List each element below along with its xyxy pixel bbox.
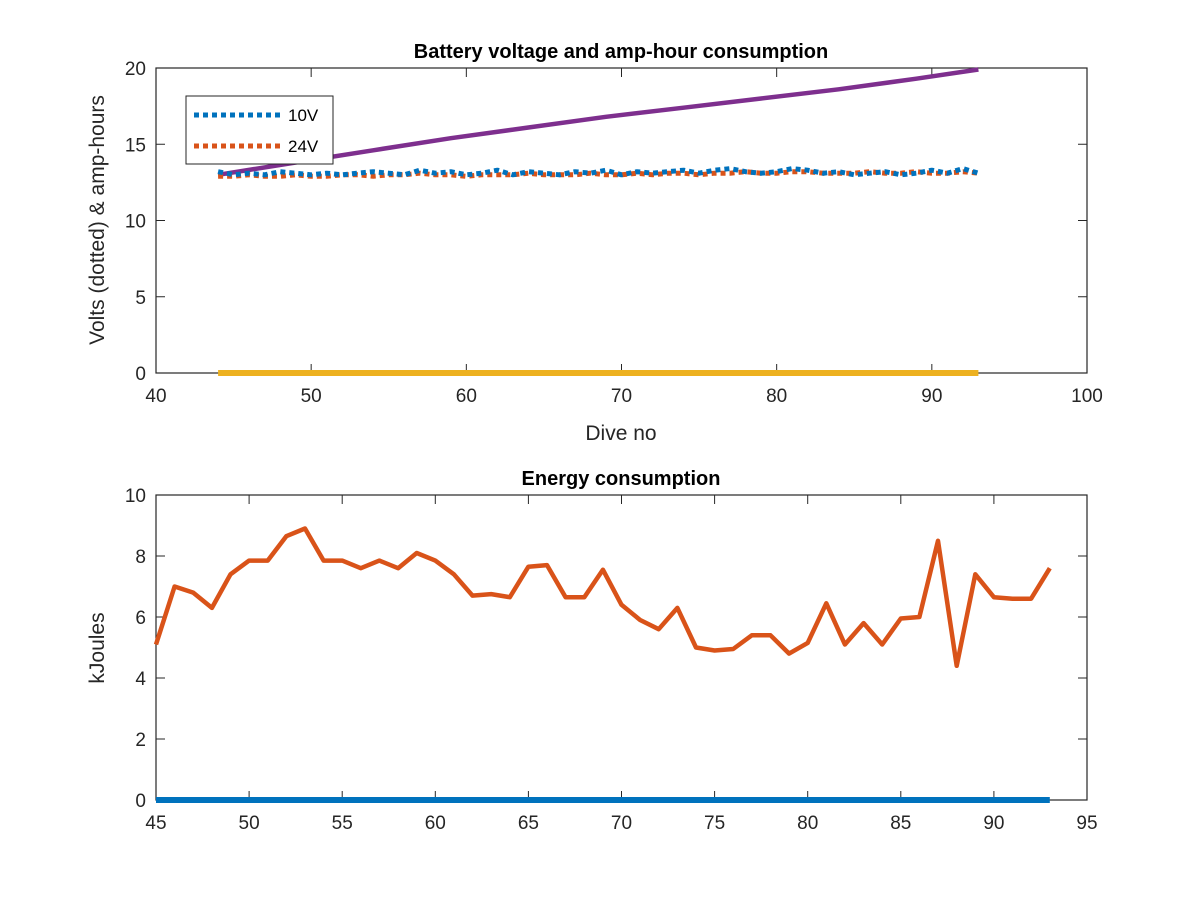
bottom-y-tick-label: 6 <box>135 608 146 629</box>
legend-label-10v: 10V <box>288 106 319 125</box>
top-y-tick-label: 5 <box>135 288 146 309</box>
top-x-tick-label: 80 <box>766 386 787 407</box>
bottom-x-tick-label: 60 <box>425 813 446 834</box>
top-series-amp-hours-line <box>217 67 979 178</box>
top-series-group <box>217 67 980 376</box>
top-x-axis-label: Dive no <box>585 422 656 445</box>
top-y-tick-label: 20 <box>125 59 146 80</box>
bottom-y-tick-label: 10 <box>125 486 146 507</box>
top-y-tick-label: 0 <box>135 364 146 385</box>
top-y-tick-label: 10 <box>125 212 146 233</box>
bottom-chart-title: Energy consumption <box>522 468 721 490</box>
bottom-x-tick-label: 55 <box>332 813 353 834</box>
top-y-tick-label: 15 <box>125 135 146 156</box>
bottom-y-tick-label: 8 <box>135 547 146 568</box>
bottom-tick-labels: 45 50 55 60 65 70 75 80 85 90 95 0 2 4 6 8 10 <box>125 486 1098 834</box>
top-x-tick-label: 70 <box>611 386 632 407</box>
top-subplot: 40 50 60 70 80 90 100 0 5 10 15 20 Battery voltage … <box>86 41 1103 445</box>
top-legend: 10V 24V <box>185 95 334 165</box>
top-x-tick-label: 90 <box>921 386 942 407</box>
bottom-x-tick-label: 50 <box>239 813 260 834</box>
bottom-y-axis-label: kJoules <box>86 612 109 683</box>
top-x-tick-label: 60 <box>456 386 477 407</box>
bottom-x-tick-label: 80 <box>797 813 818 834</box>
top-x-tick-label: 100 <box>1071 386 1103 407</box>
bottom-x-tick-label: 45 <box>145 813 166 834</box>
top-chart-title: Battery voltage and amp-hour consumption <box>414 41 828 63</box>
top-y-axis-label: Volts (dotted) & amp-hours <box>86 95 109 345</box>
bottom-axes-box <box>155 494 1088 801</box>
bottom-x-tick-label: 85 <box>890 813 911 834</box>
top-x-tick-label: 50 <box>301 386 322 407</box>
top-tick-labels: 40 50 60 70 80 90 100 0 5 10 15 20 <box>125 59 1103 407</box>
bottom-series-energy-line <box>153 526 1052 669</box>
bottom-x-tick-label: 95 <box>1076 813 1097 834</box>
bottom-y-tick-label: 4 <box>135 669 146 690</box>
legend-label-24v: 24V <box>288 137 319 156</box>
bottom-y-tick-label: 0 <box>135 791 146 812</box>
bottom-x-tick-label: 75 <box>704 813 725 834</box>
bottom-y-tick-label: 2 <box>135 730 146 751</box>
bottom-x-tick-label: 70 <box>611 813 632 834</box>
bottom-series-group <box>153 526 1052 803</box>
top-x-tick-label: 40 <box>145 386 166 407</box>
top-series-10v-line <box>217 166 980 178</box>
bottom-x-tick-label: 90 <box>983 813 1004 834</box>
bottom-subplot: 45 50 55 60 65 70 75 80 85 90 95 0 2 4 6 8 10 Energy con… <box>86 468 1098 834</box>
legend-box <box>185 95 334 165</box>
bottom-x-tick-label: 65 <box>518 813 539 834</box>
